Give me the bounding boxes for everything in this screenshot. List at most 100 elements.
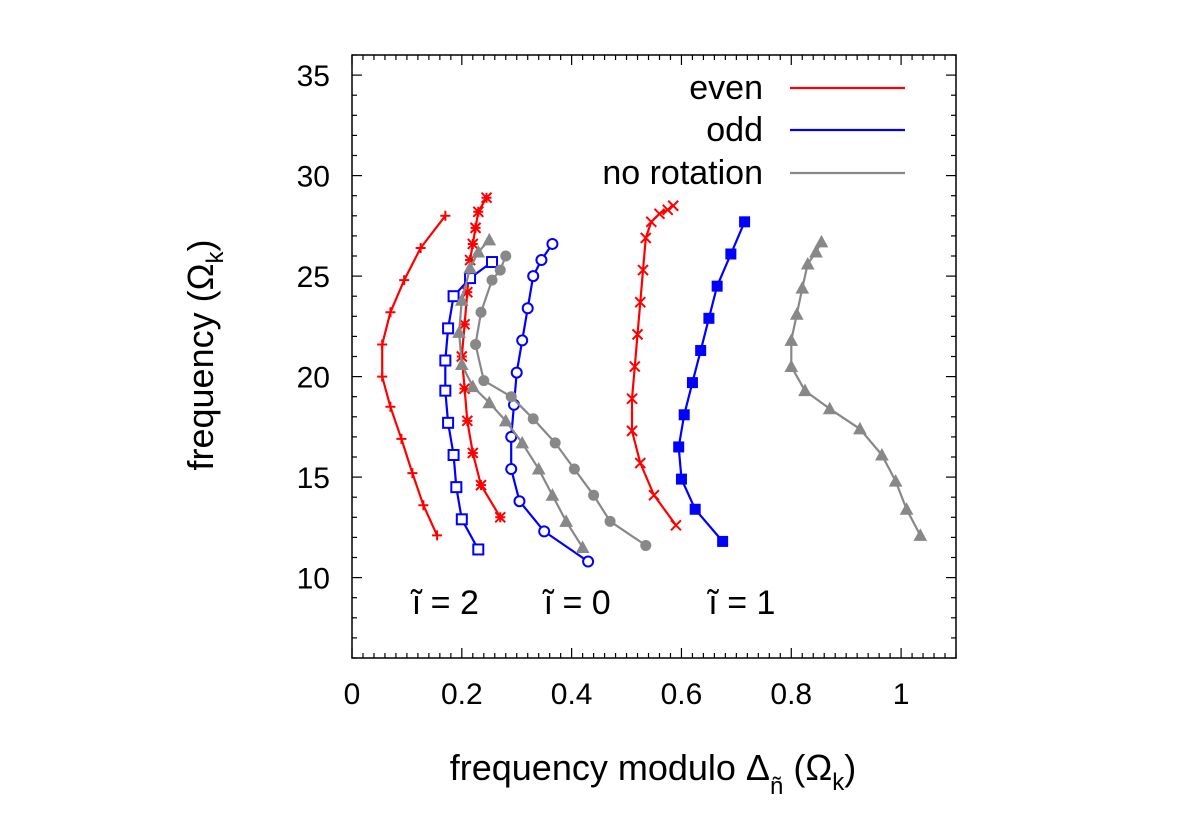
data-point-star: [467, 238, 479, 250]
data-point-cross: [662, 204, 674, 216]
series-line: [381, 215, 447, 536]
x-tick-label: 0.2: [441, 678, 483, 711]
data-point-star: [480, 192, 493, 204]
data-point-triangle: [545, 488, 560, 501]
data-point-triangle: [465, 379, 480, 393]
data-point-triangle: [515, 435, 530, 449]
y-tick-label: 30: [297, 161, 330, 194]
legend-label: even: [689, 69, 763, 107]
data-point-square-open: [442, 322, 455, 335]
data-point-square-open: [447, 290, 460, 303]
data-point-circle-open: [535, 254, 548, 267]
data-point-square-filled: [711, 280, 723, 292]
data-point-cross: [640, 232, 652, 244]
data-point-circle-filled: [475, 306, 487, 318]
y-axis-title: frequency (Ωk): [180, 240, 229, 471]
l-annotation: ĩ = 1: [706, 584, 775, 622]
data-point-star: [475, 479, 487, 491]
data-point-circle-open: [513, 495, 526, 508]
data-point-triangle: [463, 261, 477, 274]
x-tick-label: 0.4: [551, 678, 593, 711]
series-line: [460, 197, 502, 518]
x-tick-label: 0: [344, 678, 361, 711]
data-point-plus: [418, 500, 429, 511]
data-point-square-filled: [703, 312, 715, 324]
x-axis-title: frequency modulo Δñ (Ωk): [450, 747, 857, 800]
data-point-square-filled: [678, 409, 690, 421]
data-point-star: [494, 511, 506, 524]
data-point-circle-open: [510, 366, 523, 379]
data-point-plus: [377, 371, 388, 382]
data-point-circle-filled: [505, 391, 517, 403]
data-point-triangle: [853, 421, 867, 435]
data-point-triangle: [798, 383, 812, 397]
data-point-circle-open: [538, 525, 551, 538]
data-point-cross: [634, 296, 646, 308]
data-point-triangle: [875, 447, 889, 461]
data-point-square-open: [486, 256, 499, 269]
data-point-triangle: [471, 244, 486, 258]
data-point-circle-filled: [478, 375, 490, 387]
data-point-star: [458, 382, 471, 395]
data-point-triangle: [559, 514, 573, 527]
data-point-triangle: [888, 474, 903, 487]
series-line: [790, 241, 922, 536]
data-point-plus: [440, 210, 451, 221]
data-point-cross: [631, 328, 644, 341]
data-point-circle-filled: [494, 264, 506, 276]
data-point-plus: [385, 307, 396, 318]
l-annotation: ĩ = 2: [410, 584, 479, 622]
data-point-square-open: [472, 543, 485, 556]
data-point-star: [467, 447, 479, 459]
data-point-triangle: [814, 234, 829, 248]
data-point-cross: [670, 519, 682, 532]
data-point-circle-filled: [486, 274, 498, 286]
data-point-star: [461, 286, 474, 298]
data-point-square-open: [442, 416, 455, 429]
data-point-circle-open: [516, 334, 529, 347]
data-point-triangle: [498, 413, 513, 427]
data-point-square-open: [455, 513, 468, 526]
data-point-cross: [648, 489, 660, 501]
data-point-triangle: [899, 502, 914, 515]
data-point-circle-filled: [588, 489, 600, 501]
y-tick-label: 20: [297, 362, 330, 395]
legend-label: no rotation: [602, 154, 763, 192]
data-point-triangle: [789, 307, 804, 320]
data-point-circle-open: [521, 302, 534, 315]
data-point-circle-filled: [470, 338, 482, 350]
data-point-triangle: [795, 281, 810, 294]
data-point-circle-open: [527, 270, 540, 283]
x-tick-label: 0.8: [770, 678, 812, 711]
data-point-circle-filled: [640, 539, 652, 551]
data-point-star: [472, 206, 484, 218]
data-point-cross: [637, 264, 649, 276]
data-point-triangle: [809, 244, 823, 258]
data-point-triangle: [531, 462, 546, 475]
data-point-cross: [626, 393, 638, 405]
data-point-circle-filled: [500, 250, 512, 262]
series-line: [474, 255, 647, 547]
data-point-triangle: [452, 325, 466, 338]
data-point-star: [464, 254, 476, 266]
l-annotation: ĩ = 0: [542, 584, 611, 622]
data-point-square-filled: [686, 377, 698, 389]
data-point-plus: [432, 530, 443, 541]
data-point-triangle: [822, 401, 837, 415]
data-point-circle-open: [505, 430, 518, 443]
x-tick-label: 1: [893, 678, 910, 711]
y-tick-label: 15: [297, 462, 330, 495]
data-point-star: [469, 222, 482, 234]
data-point-plus: [385, 401, 396, 412]
data-point-circle-open: [505, 463, 518, 476]
data-point-triangle: [482, 232, 497, 246]
y-tick-label: 10: [297, 563, 330, 596]
data-point-cross: [653, 208, 666, 220]
data-point-square-open: [439, 384, 452, 397]
data-point-square-filled: [695, 344, 707, 356]
data-point-cross: [629, 360, 641, 373]
data-point-square-filled: [673, 441, 685, 453]
series-line: [510, 243, 589, 563]
y-tick-label: 25: [297, 261, 330, 294]
